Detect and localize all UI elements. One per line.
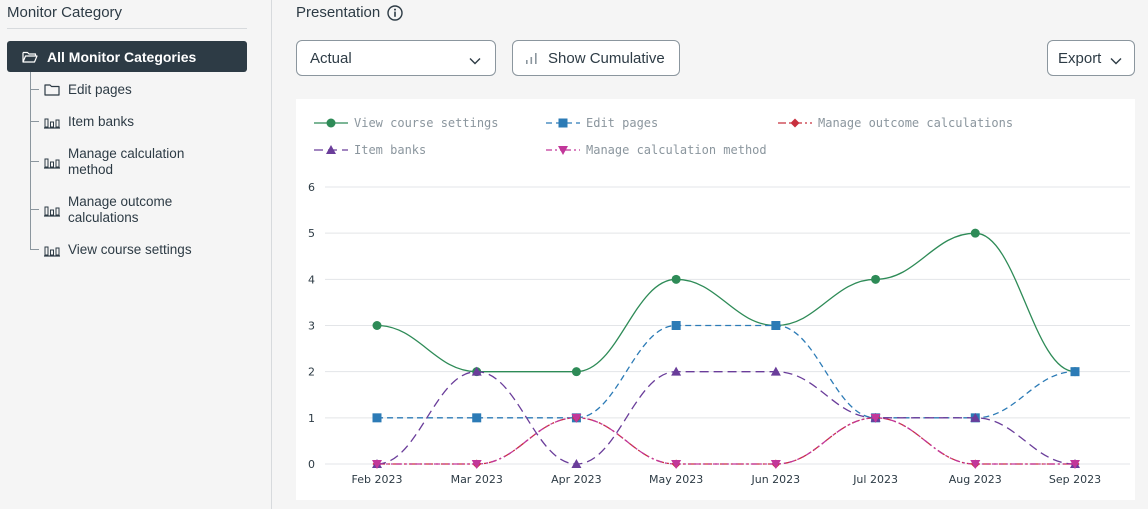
x-tick-label: Jul 2023 bbox=[852, 473, 898, 486]
data-point[interactable] bbox=[372, 460, 382, 469]
legend-label: Item banks bbox=[354, 143, 426, 157]
data-point[interactable] bbox=[770, 460, 781, 469]
series-view-course-settings bbox=[372, 228, 1080, 377]
y-tick-label: 5 bbox=[308, 227, 315, 240]
line-chart: 0 1 2 3 4 5 6 Feb 2023 Mar 2023 Apr 2023 May 2023 J… bbox=[308, 116, 1130, 486]
x-tick-label: Sep 2023 bbox=[1049, 473, 1101, 486]
series-line bbox=[377, 417, 1075, 465]
tree-branch bbox=[30, 121, 39, 122]
data-point[interactable] bbox=[871, 274, 881, 284]
sidebar-divider bbox=[7, 28, 247, 29]
folder-open-icon bbox=[22, 50, 38, 64]
tree-branch bbox=[30, 249, 39, 250]
tree-item-label: Manage outcome calculations bbox=[68, 194, 173, 225]
data-point[interactable] bbox=[471, 366, 482, 376]
legend-marker[interactable] bbox=[326, 118, 336, 128]
data-point[interactable] bbox=[571, 459, 582, 468]
tree-branch bbox=[30, 161, 39, 162]
data-point[interactable] bbox=[870, 413, 881, 423]
tree-item-label: Edit pages bbox=[68, 82, 132, 97]
legend-item-manage-outcome-calculations[interactable]: Manage outcome calculations bbox=[778, 116, 1013, 130]
data-point[interactable] bbox=[671, 460, 682, 469]
data-point[interactable] bbox=[571, 367, 581, 377]
data-point[interactable] bbox=[571, 413, 582, 423]
legend-label: Edit pages bbox=[586, 116, 658, 130]
data-point[interactable] bbox=[671, 321, 681, 330]
x-tick-label: Aug 2023 bbox=[949, 473, 1002, 486]
data-point[interactable] bbox=[1070, 460, 1080, 469]
bar-chart-icon bbox=[44, 155, 60, 169]
y-tick-label: 2 bbox=[308, 366, 315, 379]
signal-bars-icon bbox=[525, 51, 539, 65]
chevron-down-icon bbox=[469, 53, 481, 65]
main-panel: Presentation Actual Show Cumulative Expo… bbox=[272, 0, 1148, 509]
legend-item-manage-calculation-method[interactable]: Manage calculation method bbox=[546, 143, 767, 157]
data-point[interactable] bbox=[970, 228, 980, 238]
data-point[interactable] bbox=[970, 412, 981, 422]
data-point[interactable] bbox=[471, 460, 482, 469]
legend-item-edit-pages[interactable]: Edit pages bbox=[546, 116, 658, 130]
x-tick-label: Jun 2023 bbox=[751, 473, 801, 486]
series-item-banks bbox=[372, 366, 1080, 468]
sidebar: Monitor Category All Monitor Categories … bbox=[0, 0, 272, 509]
y-tick-label: 6 bbox=[308, 181, 315, 194]
legend-marker[interactable] bbox=[558, 118, 568, 128]
export-label: Export bbox=[1058, 49, 1102, 67]
series-manage-calculation-method bbox=[372, 413, 1080, 469]
export-button[interactable]: Export bbox=[1047, 40, 1135, 76]
bar-chart-icon bbox=[44, 243, 60, 257]
tree-branch bbox=[30, 209, 39, 210]
data-point[interactable] bbox=[372, 321, 382, 330]
view-mode-value: Actual bbox=[310, 49, 352, 67]
data-point[interactable] bbox=[771, 321, 781, 330]
sidebar-title: Monitor Category bbox=[7, 4, 123, 21]
tree-root-label: All Monitor Categories bbox=[47, 48, 197, 65]
data-point[interactable] bbox=[770, 366, 781, 376]
show-cumulative-button[interactable]: Show Cumulative bbox=[512, 40, 680, 76]
y-tick-label: 3 bbox=[308, 320, 315, 333]
tree-item-label: Manage calculation method bbox=[68, 146, 185, 177]
legend-marker[interactable] bbox=[790, 118, 800, 128]
legend-marker[interactable] bbox=[326, 145, 336, 154]
y-tick-label: 4 bbox=[308, 273, 315, 286]
view-mode-select[interactable]: Actual bbox=[296, 40, 496, 76]
data-point[interactable] bbox=[1070, 367, 1080, 377]
x-tick-label: Feb 2023 bbox=[352, 473, 403, 486]
data-point[interactable] bbox=[671, 274, 681, 284]
x-tick-label: May 2023 bbox=[649, 473, 703, 486]
tree-branch bbox=[30, 89, 39, 90]
data-point[interactable] bbox=[671, 366, 682, 376]
data-point[interactable] bbox=[970, 460, 981, 469]
legend-marker[interactable] bbox=[558, 146, 568, 155]
series-line bbox=[377, 417, 1075, 465]
legend-item-view-course-settings[interactable]: View course settings bbox=[314, 116, 499, 130]
folder-icon bbox=[44, 83, 60, 97]
legend-item-item-banks[interactable]: Item banks bbox=[314, 143, 426, 157]
tree-root-all-categories[interactable]: All Monitor Categories bbox=[7, 41, 247, 72]
data-point[interactable] bbox=[472, 413, 482, 423]
show-cumulative-label: Show Cumulative bbox=[548, 49, 665, 67]
series-line bbox=[376, 232, 1076, 373]
y-tick-label: 1 bbox=[308, 412, 315, 425]
legend-label: Manage calculation method bbox=[586, 143, 767, 157]
tree-item-label: View course settings bbox=[68, 242, 192, 257]
x-tick-label: Mar 2023 bbox=[451, 473, 503, 486]
bar-chart-icon bbox=[44, 203, 60, 217]
legend-label: View course settings bbox=[354, 116, 499, 130]
info-icon[interactable] bbox=[387, 4, 403, 21]
x-tick-label: Apr 2023 bbox=[551, 473, 602, 486]
bar-chart-icon bbox=[44, 115, 60, 129]
chevron-down-icon bbox=[1110, 53, 1122, 65]
y-tick-label: 0 bbox=[308, 458, 315, 471]
presentation-heading: Presentation bbox=[296, 4, 403, 21]
data-point[interactable] bbox=[372, 413, 382, 423]
presentation-label: Presentation bbox=[296, 4, 381, 21]
tree-item-label: Item banks bbox=[68, 114, 135, 129]
chart-card: 0 1 2 3 4 5 6 Feb 2023 Mar 2023 Apr 2023 May 2023 J… bbox=[296, 99, 1135, 500]
legend-label: Manage outcome calculations bbox=[818, 116, 1013, 130]
